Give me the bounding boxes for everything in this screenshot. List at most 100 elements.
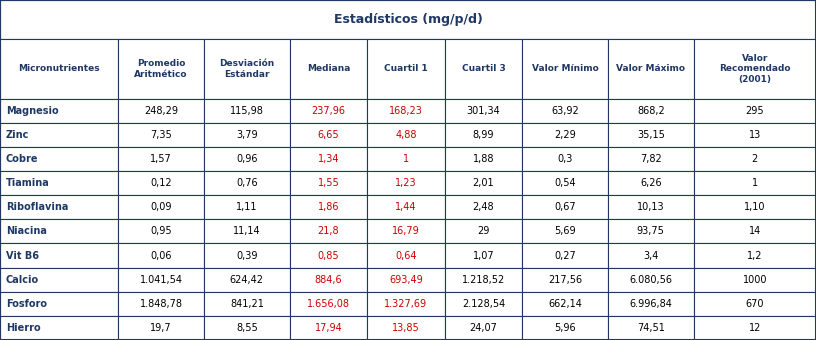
Bar (204, 39, 290, 99)
Bar (367, 39, 445, 99)
Bar (118, 123, 204, 147)
Bar (0, 147, 118, 171)
Bar (204, 243, 290, 268)
Text: 1: 1 (752, 178, 758, 188)
Bar (445, 243, 522, 268)
Text: Zinc: Zinc (6, 130, 29, 140)
Text: 1: 1 (403, 154, 409, 164)
Text: 301,34: 301,34 (467, 106, 500, 116)
Bar (694, 219, 816, 243)
Bar (0, 123, 118, 147)
Bar (445, 292, 522, 316)
Bar (0, 243, 118, 268)
Bar (694, 195, 816, 219)
Bar (204, 171, 290, 195)
Bar (367, 243, 445, 268)
Bar (694, 292, 816, 316)
Text: 6.080,56: 6.080,56 (629, 275, 672, 285)
Bar (522, 243, 608, 268)
Text: 8,55: 8,55 (236, 323, 258, 333)
Text: 1,88: 1,88 (472, 154, 494, 164)
Text: 1,11: 1,11 (236, 202, 258, 212)
Text: 6,65: 6,65 (317, 130, 339, 140)
Bar (290, 195, 367, 219)
Bar (367, 268, 445, 292)
Text: 10,13: 10,13 (637, 202, 664, 212)
Text: 1,2: 1,2 (747, 251, 762, 260)
Bar (118, 243, 204, 268)
Text: 670: 670 (746, 299, 764, 309)
Bar (204, 219, 290, 243)
Text: 3,79: 3,79 (236, 130, 258, 140)
Bar (367, 123, 445, 147)
Bar (204, 292, 290, 316)
Bar (608, 171, 694, 195)
Bar (445, 99, 522, 123)
Text: 35,15: 35,15 (636, 130, 665, 140)
Text: 11,14: 11,14 (233, 226, 260, 236)
Bar (608, 147, 694, 171)
Text: Valor Mínimo: Valor Mínimo (532, 64, 598, 73)
Bar (445, 123, 522, 147)
Text: 74,51: 74,51 (636, 323, 665, 333)
Text: 0,3: 0,3 (557, 154, 573, 164)
Text: 8,99: 8,99 (472, 130, 494, 140)
Bar (367, 219, 445, 243)
Bar (445, 316, 522, 340)
Bar (118, 268, 204, 292)
Bar (608, 292, 694, 316)
Text: Valor
Recomendado
(2001): Valor Recomendado (2001) (719, 54, 791, 84)
Text: 29: 29 (477, 226, 490, 236)
Text: 1.327,69: 1.327,69 (384, 299, 428, 309)
Text: 1.218,52: 1.218,52 (462, 275, 505, 285)
Text: 0,76: 0,76 (236, 178, 258, 188)
Bar (118, 147, 204, 171)
Bar (522, 316, 608, 340)
Bar (0, 292, 118, 316)
Text: 2,01: 2,01 (472, 178, 494, 188)
Bar (0, 219, 118, 243)
Bar (367, 292, 445, 316)
Text: 93,75: 93,75 (636, 226, 665, 236)
Text: Micronutrientes: Micronutrientes (18, 64, 100, 73)
Bar (204, 147, 290, 171)
Text: 12: 12 (748, 323, 761, 333)
Bar (290, 147, 367, 171)
Text: 624,42: 624,42 (230, 275, 264, 285)
Bar (367, 316, 445, 340)
Bar (290, 39, 367, 99)
Text: 13,85: 13,85 (392, 323, 420, 333)
Text: 884,6: 884,6 (315, 275, 342, 285)
Bar (0, 171, 118, 195)
Text: Hierro: Hierro (6, 323, 40, 333)
Text: 0,96: 0,96 (236, 154, 258, 164)
Bar (608, 316, 694, 340)
Text: 0,95: 0,95 (150, 226, 172, 236)
Text: 693,49: 693,49 (389, 275, 423, 285)
Text: 63,92: 63,92 (551, 106, 579, 116)
Bar (522, 195, 608, 219)
Bar (290, 171, 367, 195)
Text: 1.848,78: 1.848,78 (140, 299, 183, 309)
Text: 1.041,54: 1.041,54 (140, 275, 183, 285)
Text: 14: 14 (748, 226, 761, 236)
Bar (445, 171, 522, 195)
Text: 295: 295 (746, 106, 764, 116)
Bar (694, 316, 816, 340)
Bar (367, 171, 445, 195)
Text: 1.656,08: 1.656,08 (307, 299, 350, 309)
Bar (118, 99, 204, 123)
Text: 115,98: 115,98 (230, 106, 264, 116)
Bar (522, 171, 608, 195)
Bar (694, 243, 816, 268)
Bar (290, 292, 367, 316)
Text: 17,94: 17,94 (314, 323, 343, 333)
Bar (522, 268, 608, 292)
Bar (445, 39, 522, 99)
Text: 1,10: 1,10 (744, 202, 765, 212)
Bar (0, 99, 118, 123)
Bar (522, 292, 608, 316)
Text: 0,54: 0,54 (554, 178, 576, 188)
Text: 0,39: 0,39 (236, 251, 258, 260)
Text: 2: 2 (752, 154, 758, 164)
